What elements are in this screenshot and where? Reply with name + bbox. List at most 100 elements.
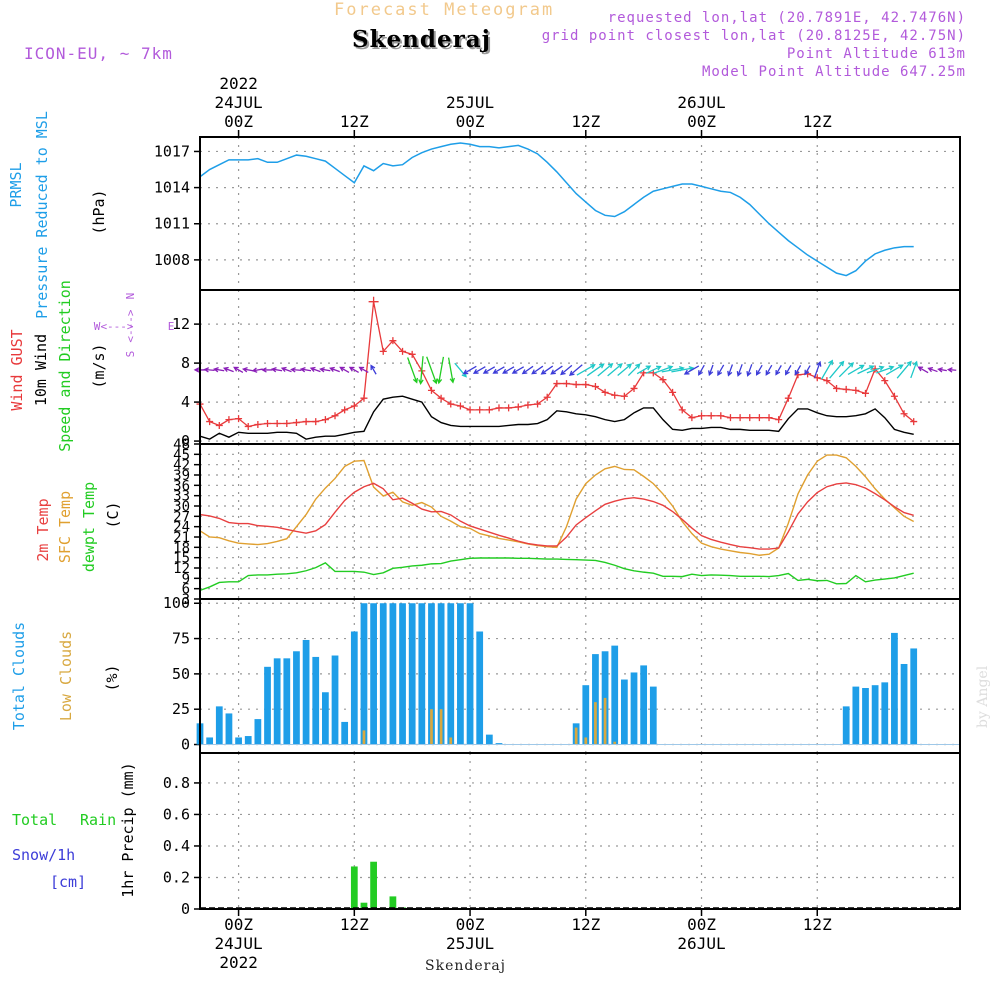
total-cloud-bar xyxy=(273,658,281,745)
total-cloud-bar xyxy=(302,639,310,745)
y-tick-label: 24 xyxy=(173,520,190,536)
footer-location: Skenderaj xyxy=(425,958,507,974)
wind-label: 10m Wind xyxy=(32,334,50,406)
y-tick-label: 18 xyxy=(173,540,190,556)
total-cloud-bar xyxy=(495,743,503,745)
wind-arrow xyxy=(560,364,573,376)
y-tick-label: 36 xyxy=(173,478,190,494)
time-label-top: 26JUL xyxy=(677,93,725,112)
temp-unit: (C) xyxy=(104,501,122,528)
total-cloud-bar xyxy=(466,603,474,745)
gust-marker xyxy=(765,414,773,422)
gust-marker xyxy=(572,381,580,389)
y-tick-label: 1011 xyxy=(154,215,190,233)
total-cloud-bar xyxy=(370,603,377,745)
gust-marker xyxy=(292,419,300,427)
time-label-top: 12Z xyxy=(340,112,369,131)
gust-marker xyxy=(341,406,349,414)
chart-title: Forecast Meteogram xyxy=(334,0,555,20)
gust-marker xyxy=(582,381,590,389)
wind-arrow xyxy=(627,363,641,377)
wind-arrow xyxy=(299,367,312,373)
gust-marker xyxy=(476,406,484,414)
y-tick-label: 0.6 xyxy=(163,805,190,823)
wind-arrow xyxy=(683,365,700,375)
wind-arrow xyxy=(820,359,833,380)
time-label-top: 24JUL xyxy=(214,93,262,112)
gust-marker xyxy=(206,418,214,426)
gridpoint-coords: grid point closest lon,lat (20.8125E, 42… xyxy=(541,28,966,44)
wind-direction-label: Speed and Direction xyxy=(56,280,74,452)
gust-marker xyxy=(842,385,850,393)
requested-coords: requested lon,lat (20.7891E, 42.7476N) xyxy=(607,10,966,26)
time-label-bottom: 00Z xyxy=(687,915,716,934)
gust-marker xyxy=(717,412,725,420)
rain-bar xyxy=(370,861,377,909)
wind-arrow xyxy=(447,357,455,384)
gust-marker xyxy=(698,412,706,420)
wind-arrow xyxy=(727,364,734,377)
wind-arrow xyxy=(407,357,419,384)
low-cloud-bar xyxy=(584,737,588,745)
y-tick-label: 42 xyxy=(173,458,190,474)
gust-marker xyxy=(437,394,445,402)
low-cloud-bar xyxy=(574,727,578,745)
compass-north: N xyxy=(124,293,137,300)
total-cloud-bar xyxy=(360,603,368,745)
wind-arrow xyxy=(531,365,544,375)
pressure-label: Pressure Reduced to MSL xyxy=(33,111,51,319)
total-cloud-bar xyxy=(485,734,493,745)
y-tick-label: 1008 xyxy=(154,251,190,269)
panel-frame xyxy=(199,752,961,910)
total-cloud-bar xyxy=(881,682,889,745)
y-tick-label: 50 xyxy=(172,665,190,683)
gust-marker xyxy=(784,394,792,402)
gust-marker xyxy=(543,393,551,401)
gust-marker xyxy=(659,376,667,384)
total-cloud-bar xyxy=(437,603,445,745)
compass-arrow: <---> xyxy=(124,309,137,342)
gust-marker xyxy=(775,416,783,424)
wind-arrow xyxy=(339,366,350,373)
wind-arrow xyxy=(233,366,244,373)
time-label-top: 12Z xyxy=(571,112,600,131)
gust-marker xyxy=(726,414,734,422)
gust-marker xyxy=(273,420,281,428)
wind-arrow xyxy=(540,365,554,375)
gust-marker xyxy=(852,386,860,394)
wind-arrow xyxy=(736,364,743,377)
wind-arrow xyxy=(645,365,662,374)
gust-marker xyxy=(601,388,609,396)
sfc-temp-label: SFC Temp xyxy=(56,491,74,563)
gust-marker xyxy=(399,347,407,355)
compass-west: W xyxy=(94,320,101,333)
wind-arrow xyxy=(847,364,865,375)
wind-arrow xyxy=(927,366,938,373)
wind-arrow xyxy=(251,367,263,373)
gust-marker xyxy=(312,418,320,426)
wind-arrow xyxy=(280,366,292,373)
gust-marker xyxy=(244,422,252,430)
wind-arrow xyxy=(319,367,331,373)
total-cloud-bar xyxy=(457,603,464,745)
gust-marker xyxy=(861,389,869,397)
total-cloud-bar xyxy=(891,632,898,745)
gust-marker xyxy=(611,391,619,399)
wind-arrow xyxy=(937,367,947,373)
time-label-bottom: 12Z xyxy=(340,915,369,934)
pressure-label: PRMSL xyxy=(7,162,25,207)
wind-arrow xyxy=(910,360,918,379)
total-cloud-bar xyxy=(582,685,590,745)
wind-arrow xyxy=(511,366,525,374)
y-tick-label: 4 xyxy=(181,393,190,411)
y-tick-label: 8 xyxy=(181,354,190,372)
gust-marker xyxy=(379,347,387,355)
wind-arrow xyxy=(775,365,782,376)
y-tick-label: 0 xyxy=(181,736,190,754)
total-cloud-label: Total Clouds xyxy=(10,622,28,730)
total-cloud-bar xyxy=(389,603,397,745)
total-cloud-bar xyxy=(428,603,435,745)
wind-arrow xyxy=(290,367,302,373)
total-cloud-bar xyxy=(312,656,320,745)
